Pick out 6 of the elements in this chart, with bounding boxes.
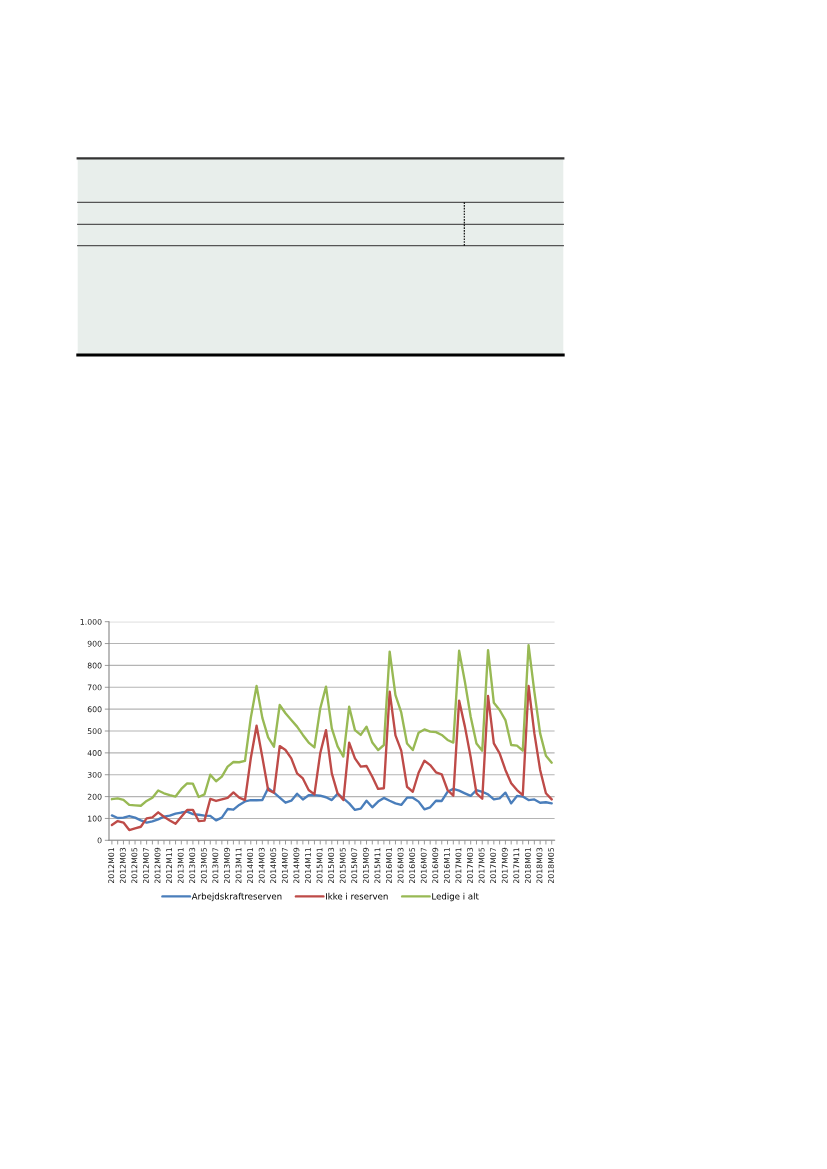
line-series bbox=[110, 643, 553, 807]
legend-label: Ikke i reserven bbox=[326, 892, 388, 900]
legend-label: Ledige i alt bbox=[432, 892, 479, 902]
line-series bbox=[110, 787, 553, 824]
legend-label: Arbejdskraftreserven bbox=[191, 892, 282, 902]
line-series bbox=[110, 684, 553, 832]
